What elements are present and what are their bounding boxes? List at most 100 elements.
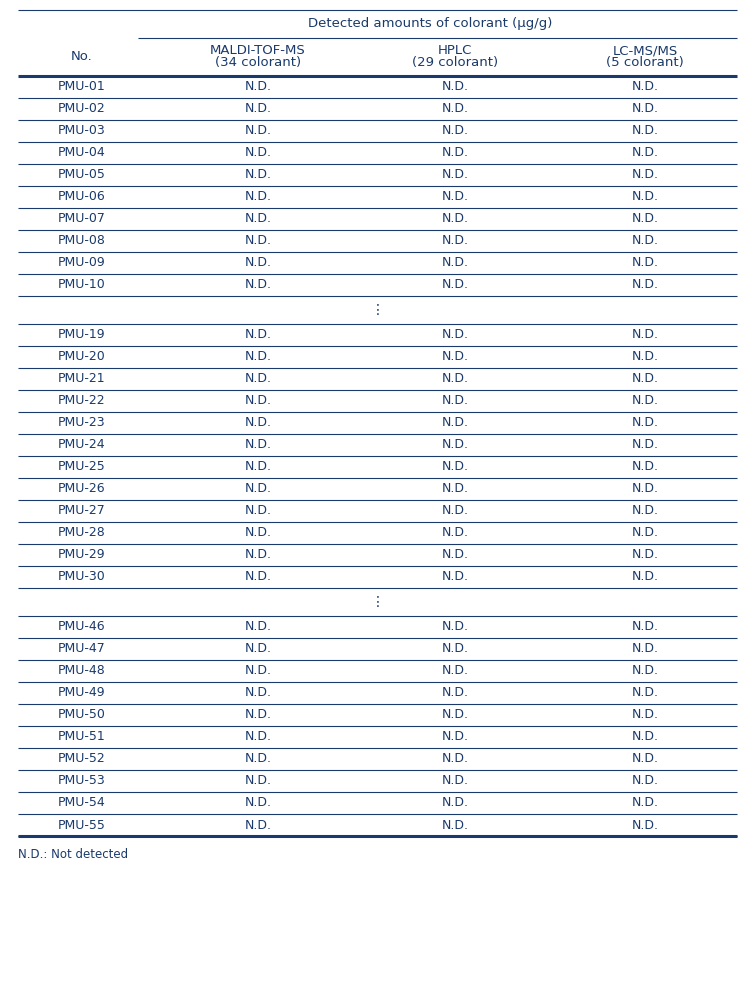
Text: PMU-28: PMU-28: [58, 526, 106, 539]
Text: N.D.: N.D.: [245, 373, 272, 386]
Text: N.D.: N.D.: [442, 103, 469, 116]
Text: N.D.: N.D.: [631, 256, 658, 269]
Text: N.D.: N.D.: [245, 147, 272, 160]
Text: N.D.: N.D.: [245, 168, 272, 181]
Text: PMU-23: PMU-23: [58, 417, 106, 430]
Text: N.D.: N.D.: [442, 687, 469, 700]
Text: PMU-52: PMU-52: [58, 753, 106, 766]
Text: N.D.: N.D.: [245, 664, 272, 678]
Text: N.D.: N.D.: [442, 125, 469, 138]
Text: N.D.: N.D.: [442, 373, 469, 386]
Text: PMU-49: PMU-49: [58, 687, 106, 700]
Text: PMU-48: PMU-48: [58, 664, 106, 678]
Text: N.D.: N.D.: [442, 731, 469, 744]
Text: (34 colorant): (34 colorant): [215, 57, 301, 70]
Text: N.D.: N.D.: [442, 278, 469, 291]
Text: N.D.: N.D.: [631, 461, 658, 474]
Text: N.D.: N.D.: [442, 797, 469, 810]
Text: N.D.: N.D.: [631, 642, 658, 655]
Text: N.D.: N.D.: [442, 753, 469, 766]
Text: N.D.: N.D.: [631, 417, 658, 430]
Text: MALDI-TOF-MS: MALDI-TOF-MS: [210, 45, 306, 58]
Text: N.D.: N.D.: [442, 168, 469, 181]
Text: N.D.: N.D.: [442, 256, 469, 269]
Text: N.D.: N.D.: [245, 731, 272, 744]
Text: PMU-30: PMU-30: [58, 570, 106, 583]
Text: N.D.: N.D.: [631, 234, 658, 247]
Text: PMU-08: PMU-08: [58, 234, 106, 247]
Text: N.D.: N.D.: [245, 328, 272, 342]
Text: PMU-53: PMU-53: [58, 775, 106, 788]
Text: N.D.: N.D.: [442, 81, 469, 94]
Text: PMU-03: PMU-03: [58, 125, 106, 138]
Text: PMU-10: PMU-10: [58, 278, 106, 291]
Text: (29 colorant): (29 colorant): [412, 57, 498, 70]
Text: N.D.: N.D.: [245, 570, 272, 583]
Text: N.D.: N.D.: [245, 819, 272, 831]
Text: PMU-25: PMU-25: [58, 461, 106, 474]
Text: N.D.: N.D.: [631, 439, 658, 452]
Text: N.D.: N.D.: [631, 687, 658, 700]
Text: PMU-29: PMU-29: [58, 548, 106, 561]
Text: N.D.: N.D.: [631, 548, 658, 561]
Text: N.D.: N.D.: [442, 147, 469, 160]
Text: N.D.: N.D.: [245, 620, 272, 633]
Text: N.D.: N.D.: [442, 439, 469, 452]
Text: N.D.: N.D.: [442, 212, 469, 225]
Text: PMU-24: PMU-24: [58, 439, 106, 452]
Text: N.D.: N.D.: [631, 373, 658, 386]
Text: No.: No.: [71, 51, 93, 64]
Text: N.D.: N.D.: [245, 439, 272, 452]
Text: N.D.: N.D.: [631, 168, 658, 181]
Text: N.D.: N.D.: [245, 461, 272, 474]
Text: PMU-51: PMU-51: [58, 731, 106, 744]
Text: N.D.: N.D.: [245, 278, 272, 291]
Text: LC-MS/MS: LC-MS/MS: [612, 45, 678, 58]
Text: N.D.: N.D.: [442, 395, 469, 408]
Text: N.D.: N.D.: [245, 81, 272, 94]
Text: N.D.: N.D.: [245, 483, 272, 496]
Text: N.D.: N.D.: [245, 417, 272, 430]
Text: N.D.: N.D.: [245, 256, 272, 269]
Text: PMU-19: PMU-19: [58, 328, 106, 342]
Text: (5 colorant): (5 colorant): [606, 57, 684, 70]
Text: N.D.: N.D.: [442, 775, 469, 788]
Text: PMU-05: PMU-05: [58, 168, 106, 181]
Text: HPLC: HPLC: [438, 45, 472, 58]
Text: N.D.: N.D.: [442, 642, 469, 655]
Text: N.D.: N.D.: [245, 775, 272, 788]
Text: N.D.: N.D.: [631, 395, 658, 408]
Text: N.D.: N.D.: [442, 664, 469, 678]
Text: ⋮: ⋮: [371, 595, 384, 609]
Text: N.D.: N.D.: [245, 234, 272, 247]
Text: N.D.: N.D.: [442, 461, 469, 474]
Text: PMU-07: PMU-07: [58, 212, 106, 225]
Text: N.D.: N.D.: [631, 819, 658, 831]
Text: N.D.: N.D.: [245, 504, 272, 517]
Text: N.D.: N.D.: [442, 328, 469, 342]
Text: N.D.: N.D.: [442, 620, 469, 633]
Text: N.D.: N.D.: [442, 709, 469, 722]
Text: N.D.: N.D.: [442, 234, 469, 247]
Text: N.D.: N.D.: [631, 351, 658, 364]
Text: N.D.: N.D.: [245, 212, 272, 225]
Text: PMU-22: PMU-22: [58, 395, 106, 408]
Text: N.D.: N.D.: [442, 526, 469, 539]
Text: N.D.: N.D.: [245, 548, 272, 561]
Text: N.D.: N.D.: [631, 81, 658, 94]
Text: N.D.: N.D.: [442, 548, 469, 561]
Text: N.D.: N.D.: [631, 731, 658, 744]
Text: N.D.: N.D.: [245, 526, 272, 539]
Text: N.D.: N.D.: [631, 797, 658, 810]
Text: PMU-47: PMU-47: [58, 642, 106, 655]
Text: N.D.: N.D.: [245, 709, 272, 722]
Text: N.D.: N.D.: [631, 328, 658, 342]
Text: N.D.: N.D.: [631, 620, 658, 633]
Text: PMU-46: PMU-46: [58, 620, 106, 633]
Text: N.D.: N.D.: [442, 417, 469, 430]
Text: N.D.: N.D.: [631, 190, 658, 203]
Text: N.D.: N.D.: [631, 103, 658, 116]
Text: PMU-04: PMU-04: [58, 147, 106, 160]
Text: N.D.: N.D.: [245, 190, 272, 203]
Text: N.D.: N.D.: [631, 504, 658, 517]
